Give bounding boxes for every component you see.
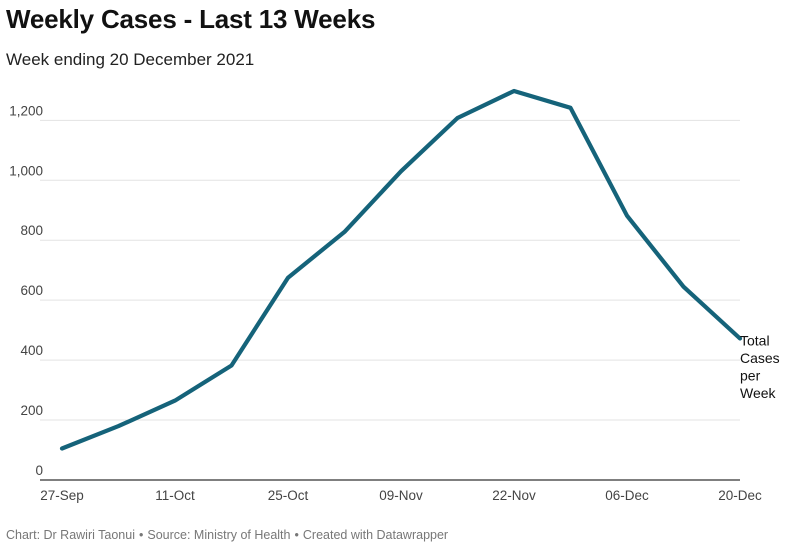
y-tick-label: 600 <box>20 283 43 298</box>
gridlines <box>40 119 740 481</box>
y-tick-label: 200 <box>20 403 43 418</box>
series-label-line: Cases <box>740 350 780 366</box>
y-tick-label: 0 <box>35 463 43 478</box>
footer-source: Source: Ministry of Health <box>147 528 291 542</box>
x-tick-label: 27-Sep <box>40 488 84 503</box>
footer-separator: • <box>138 528 144 542</box>
y-tick-label: 1,200 <box>9 103 43 118</box>
chart-title: Weekly Cases - Last 13 Weeks <box>6 4 376 34</box>
x-tick-label: 25-Oct <box>268 488 309 503</box>
chart-footer: Chart: Dr Rawiri Taonui • Source: Ministry… <box>6 528 448 542</box>
x-tick-label: 09-Nov <box>379 488 423 503</box>
footer-created: Created with Datawrapper <box>302 528 449 542</box>
x-axis-ticks: 27-Sep 11-Oct 25-Oct 09-Nov 22-Nov 06-Dec 20-D… <box>40 488 762 503</box>
y-tick-label: 400 <box>20 343 43 358</box>
y-tick-label: 1,000 <box>9 163 43 178</box>
y-axis-ticks: 0 200 400 600 800 1,000 1,200 <box>9 103 43 478</box>
footer-separator: • <box>294 528 299 542</box>
series-line <box>59 88 743 451</box>
chart-subtitle: Week ending 20 December 2021 <box>6 50 255 69</box>
series-label-line: Week <box>740 385 777 401</box>
y-tick-label: 800 <box>20 223 43 238</box>
footer-chart-by: Chart: Dr Rawiri Taonui <box>6 528 135 542</box>
series-group <box>59 88 743 451</box>
series-label-line: per <box>740 368 761 384</box>
x-tick-label: 11-Oct <box>155 488 195 503</box>
x-tick-label: 06-Dec <box>605 488 649 503</box>
series-label-line: Total <box>740 333 770 349</box>
x-tick-label: 20-Dec <box>718 488 762 503</box>
x-tick-label: 22-Nov <box>492 488 536 503</box>
